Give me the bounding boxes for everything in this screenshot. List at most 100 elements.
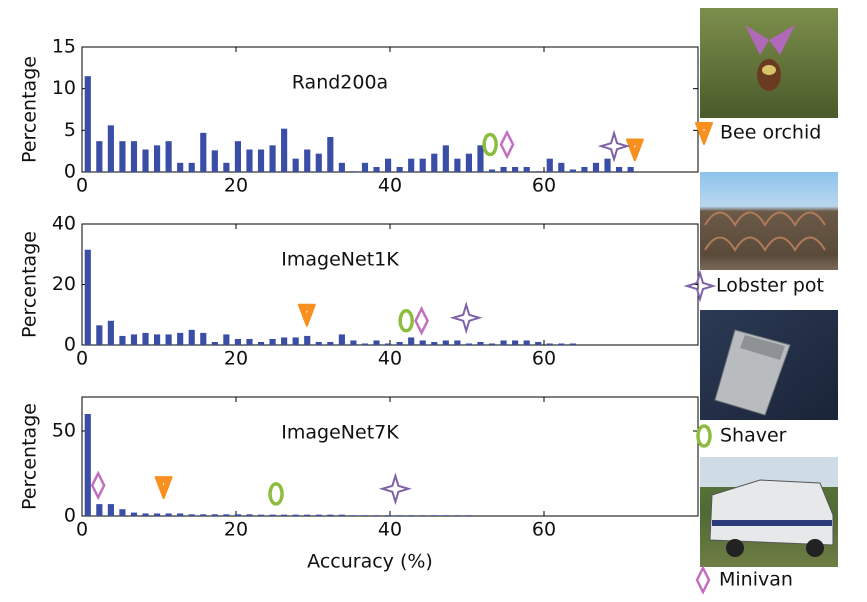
bar [293,515,299,516]
bar [212,514,218,516]
y-tick-label: 0 [64,161,76,183]
bar [385,515,391,516]
bar [443,145,449,172]
x-tick-label: 60 [532,175,556,197]
bar [131,334,137,345]
bar [339,515,345,516]
bar [420,159,426,172]
bar [327,515,333,516]
figure: 0510150204060Rand200aPercentage020400204… [0,0,867,598]
bar [408,515,414,516]
class-marker [501,133,513,157]
bar [96,504,102,516]
bar [339,163,345,172]
bar [200,133,206,172]
y-tick-label: 50 [52,420,76,442]
bar [535,171,541,172]
bar [373,515,379,516]
bar [420,340,426,345]
bar [443,340,449,345]
photo-lobster-pot [700,172,838,270]
bar [500,340,506,345]
bar [212,342,218,345]
bar [431,154,437,172]
bar [466,154,472,172]
bar [269,145,275,172]
bar [524,340,530,345]
class-marker [156,477,172,498]
bar [85,250,91,345]
bar [604,159,610,172]
bar [304,515,310,516]
bar [200,514,206,516]
bar [477,342,483,345]
bar [628,167,634,172]
bar [616,167,622,172]
x-tick-label: 20 [224,519,248,541]
x-tick-label: 0 [76,519,88,541]
bar [397,167,403,172]
class-marker [382,476,408,502]
bar [547,343,553,345]
bar [177,333,183,345]
axes-box [82,224,698,345]
bar [189,514,195,516]
bar [512,340,518,345]
bar [304,150,310,173]
bar [316,342,322,345]
bar [385,159,391,172]
legend-label: Bee orchid [720,122,821,144]
bar [154,334,160,345]
y-tick-label: 20 [52,273,76,295]
axes-box [82,47,698,172]
x-tick-label: 40 [378,519,402,541]
y-axis-label: Percentage [19,403,41,510]
bar [558,343,564,345]
bar [362,163,368,172]
bar [269,515,275,516]
bar [223,163,229,172]
legend-marker [698,426,710,446]
legend-marker [687,273,713,299]
panel-title: Rand200a [292,72,388,94]
photo-shaver [700,310,838,420]
bar [512,167,518,172]
class-marker [601,133,627,159]
bar [166,141,172,172]
class-marker [400,311,412,331]
bar [108,504,114,516]
bar [350,515,356,516]
bar [350,171,356,172]
class-marker [270,484,282,504]
bar [454,515,460,516]
bar [570,343,576,345]
bar [397,515,403,516]
bar [154,513,160,516]
legend-marker [697,568,709,592]
x-tick-label: 40 [378,175,402,197]
bar [408,337,414,345]
bar [269,339,275,345]
bar [431,342,437,345]
bar [235,514,241,516]
legend-label: Minivan [719,569,793,591]
bar [293,337,299,345]
bar [373,340,379,345]
bar [212,150,218,172]
class-marker [92,473,104,497]
bar [281,337,287,345]
bar [570,170,576,173]
bar [223,334,229,345]
x-tick-label: 0 [76,175,88,197]
bar [547,159,553,172]
bar [535,342,541,345]
y-tick-label: 15 [52,36,76,58]
bar [281,129,287,172]
bar [131,513,137,516]
class-marker [484,135,496,155]
bar [524,167,530,172]
bar [466,343,472,345]
bar [558,163,564,172]
